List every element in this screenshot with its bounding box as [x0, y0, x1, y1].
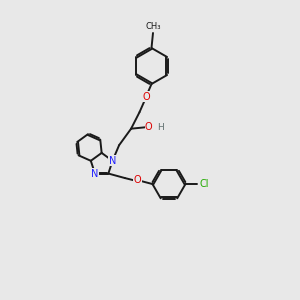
Text: O: O	[145, 122, 153, 132]
Text: O: O	[134, 176, 141, 185]
Text: H: H	[158, 123, 164, 132]
Text: CH₃: CH₃	[146, 22, 161, 31]
Text: N: N	[109, 156, 116, 166]
Text: O: O	[142, 92, 150, 102]
Text: Cl: Cl	[199, 179, 209, 189]
Text: N: N	[91, 169, 99, 178]
